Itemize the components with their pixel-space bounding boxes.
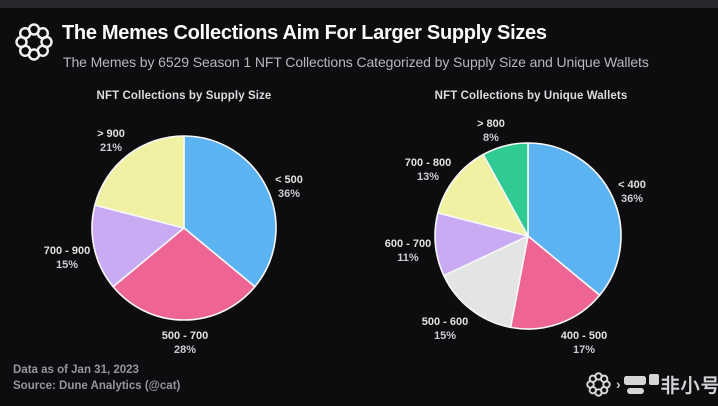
pie-slice — [91, 204, 185, 288]
slice-label-700-900: 700 - 900 15% — [43, 245, 91, 271]
pie-slice — [437, 153, 529, 237]
pie-slice — [183, 135, 277, 288]
page-title: The Memes Collections Aim For Larger Sup… — [62, 22, 547, 44]
slice-label-lt500: < 500 36% — [275, 174, 303, 200]
slice-label-gt800: > 800 8% — [477, 118, 505, 144]
card-top-edge — [0, 0, 718, 8]
watermark-text: 非小号 — [660, 375, 718, 397]
pie-slice — [94, 135, 185, 229]
watermark-logo-icon — [623, 373, 659, 394]
6529-ring-logo-small-icon — [586, 371, 611, 397]
pie-slice — [112, 227, 256, 321]
slice-label-500-600: 500 - 600 15% — [421, 316, 469, 342]
6529-ring-logo-icon — [15, 23, 53, 61]
slice-label-500-700: 500 - 700 28% — [161, 330, 209, 356]
chart-title-unique-wallets: NFT Collections by Unique Wallets — [434, 90, 628, 102]
source-note: Source: Dune Analytics (@cat) — [13, 380, 181, 392]
pie-slice — [482, 142, 529, 237]
slice-label-gt900: > 900 21% — [97, 128, 125, 154]
slice-label-600-700: 600 - 700 11% — [384, 238, 432, 264]
chevron-icon: › — [616, 376, 621, 392]
slice-label-400-500: 400 - 500 17% — [560, 330, 608, 356]
pie-slice — [527, 142, 622, 297]
brand-watermark-group: › 非小号 — [585, 369, 718, 399]
slice-label-lt400: < 400 36% — [618, 179, 646, 205]
slice-label-700-800: 700 - 800 13% — [404, 157, 452, 183]
pie-slice — [443, 235, 529, 329]
data-as-of-note: Data as of Jan 31, 2023 — [13, 364, 139, 376]
pie-chart-unique-wallets — [434, 142, 622, 330]
pie-slice — [509, 235, 601, 330]
chart-title-supply-size: NFT Collections by Supply Size — [96, 90, 272, 102]
page-subtitle: The Memes by 6529 Season 1 NFT Collectio… — [63, 54, 649, 70]
pie-chart-supply-size — [91, 135, 277, 321]
